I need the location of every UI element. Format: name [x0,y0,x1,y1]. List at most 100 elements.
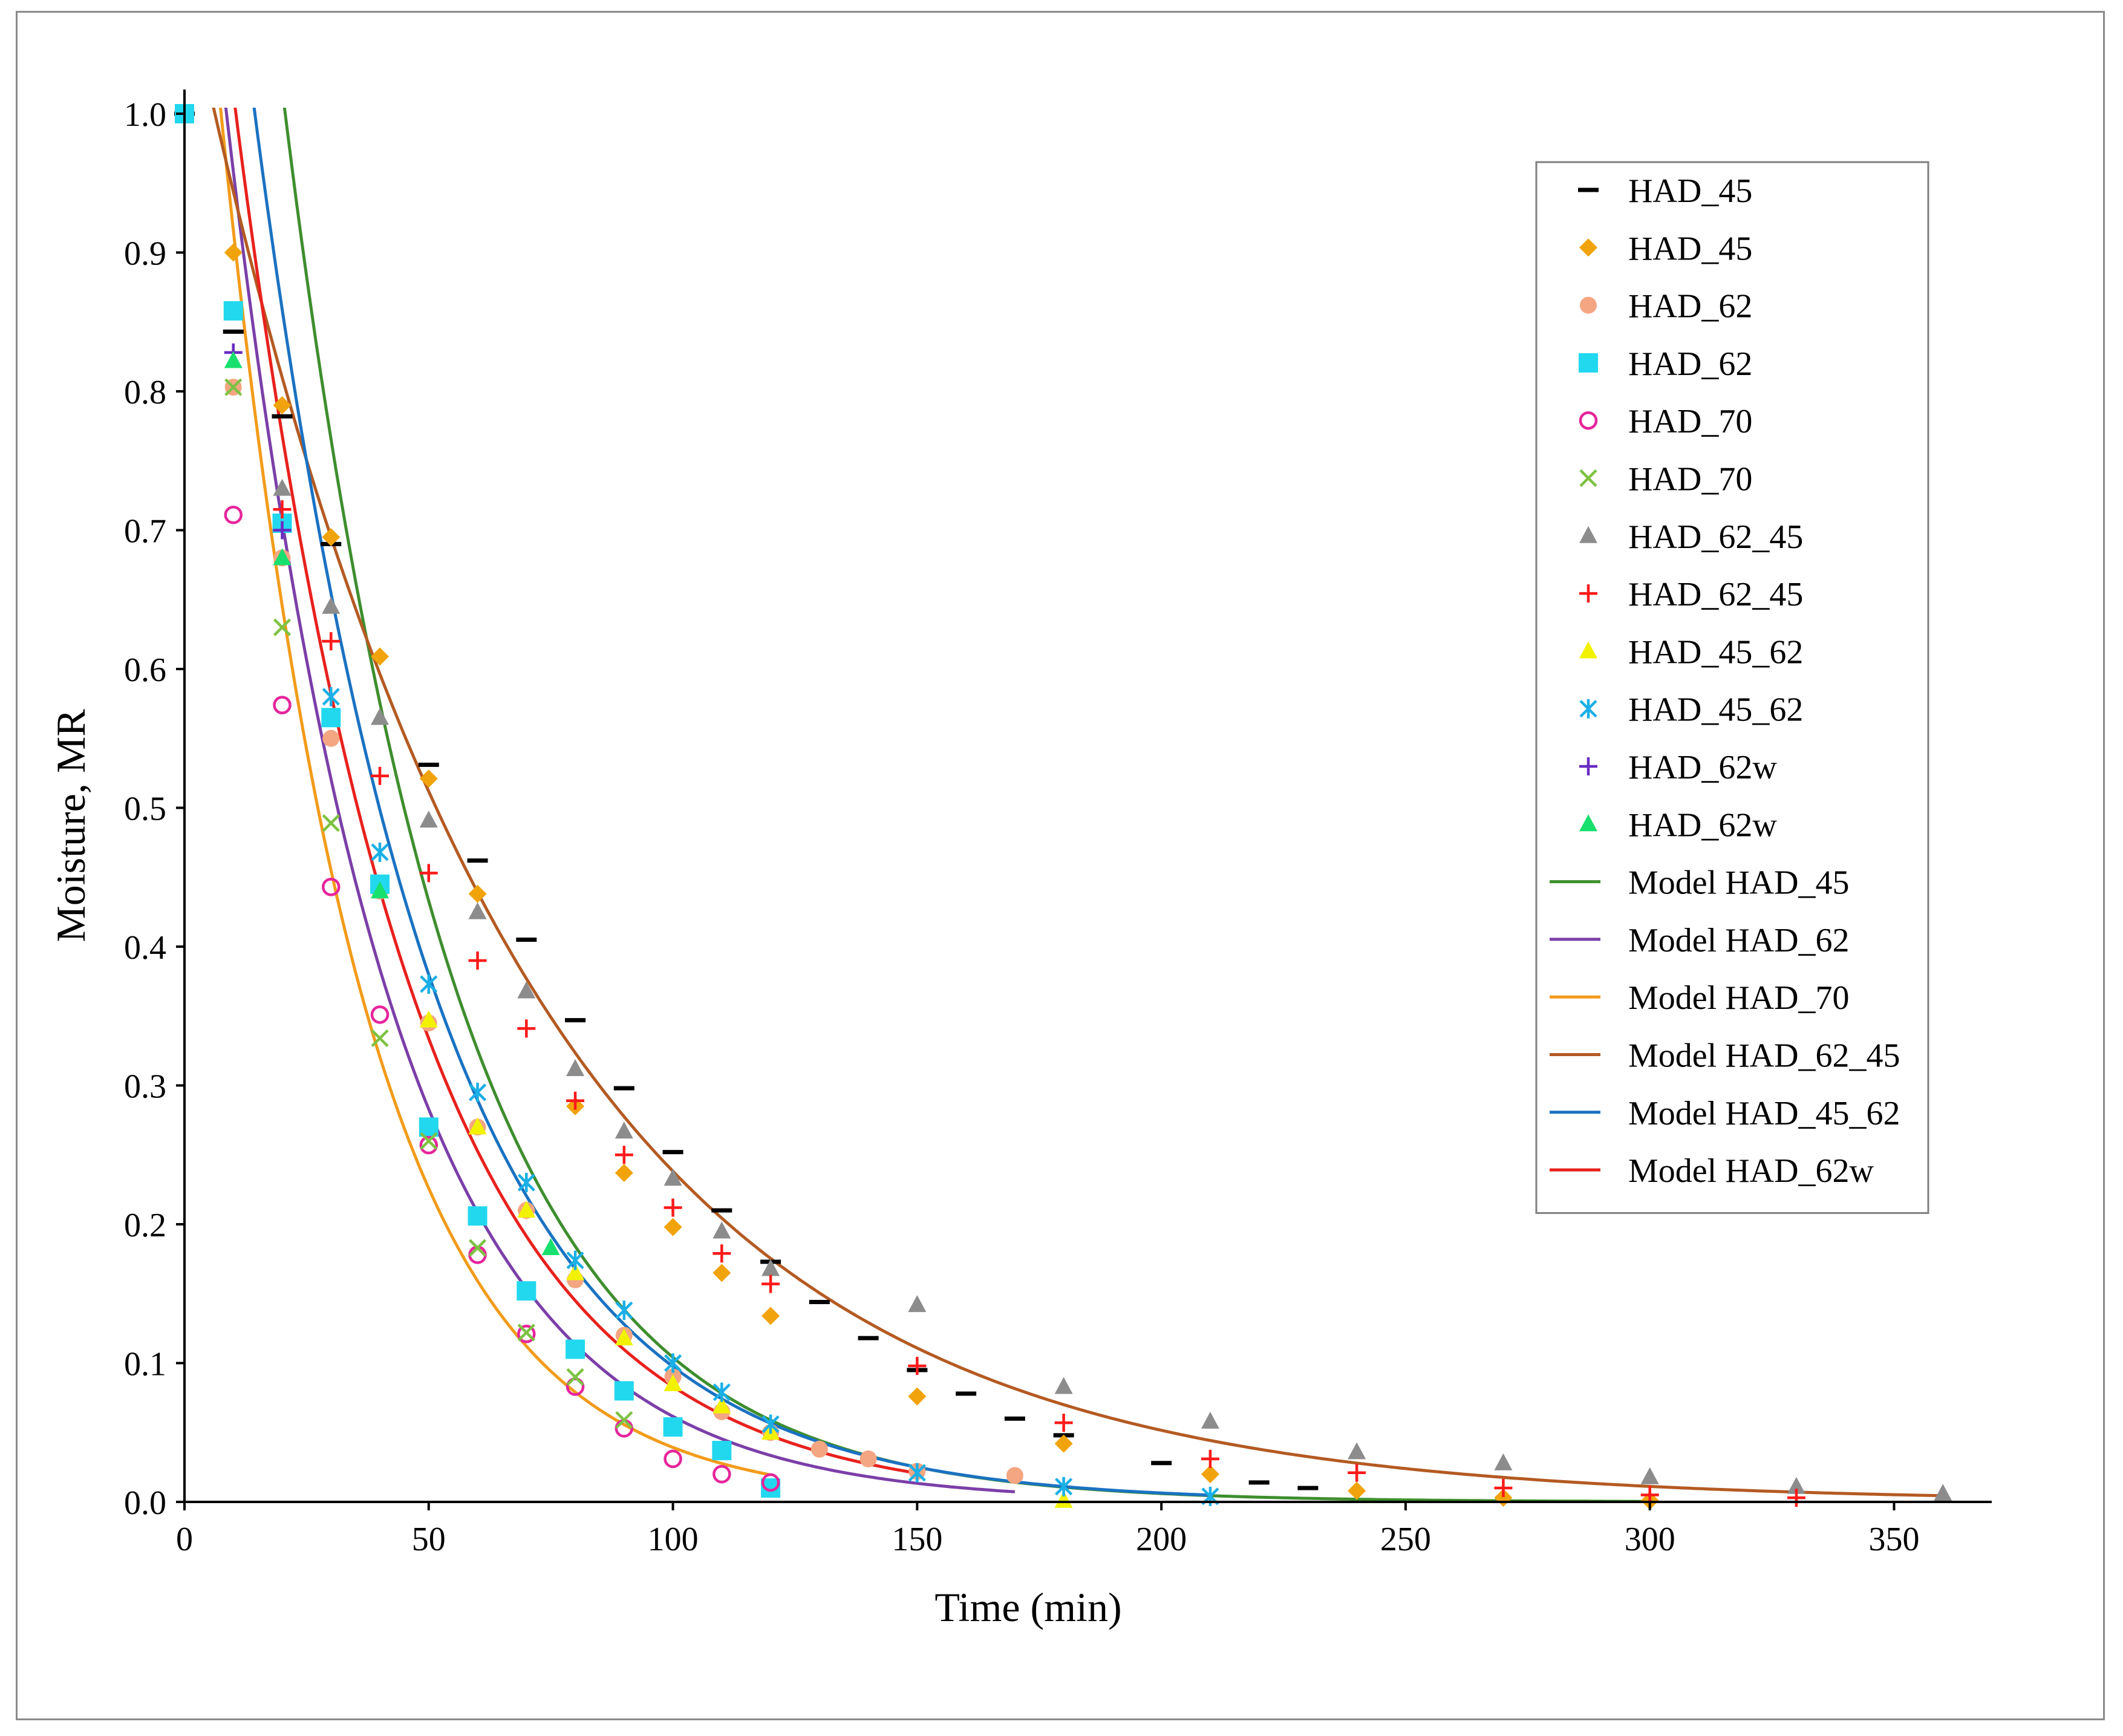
legend-entry: HAD_62 [1580,288,1752,325]
legend-label: HAD_62w [1628,806,1777,844]
legend-entry: Model HAD_45_62 [1550,1095,1900,1132]
data-point [370,1005,390,1024]
x-tick-label: 50 [412,1521,446,1558]
data-point [224,378,243,396]
data-point [468,902,487,919]
x-tick-label: 300 [1625,1521,1675,1558]
legend-label: Model HAD_62 [1628,922,1850,959]
legend-entry: HAD_45 [1579,230,1752,267]
data-point [420,974,438,994]
legend-box [1535,161,1929,1214]
data-point [761,1414,780,1434]
data-point [419,769,438,788]
data-point [859,1450,877,1467]
data-point [1787,1489,1805,1507]
data-point [908,1295,927,1313]
series-points [176,105,1023,1484]
data-point [322,632,341,651]
data-point [908,1357,927,1375]
model-curve [219,108,771,1477]
legend-label: HAD_62_45 [1628,518,1803,556]
data-point [858,1336,879,1340]
data-point [566,1250,584,1270]
data-point [664,1169,682,1186]
data-point [615,1411,633,1429]
data-point [468,1117,487,1135]
data-point [321,708,341,728]
data-point [810,1440,828,1458]
data-point [664,1198,682,1217]
data-point [273,548,292,566]
x-tick-label: 200 [1136,1521,1187,1558]
data-point [322,814,340,832]
data-point [761,1259,780,1276]
legend-entry: Model HAD_70 [1550,979,1850,1017]
y-tick-label: 0.0 [124,1484,166,1522]
data-point [613,1086,634,1091]
data-point [1787,1477,1805,1494]
data-point [566,1368,584,1386]
data-point [1248,1480,1270,1485]
data-point [371,1029,389,1048]
model-curve [252,108,1210,1497]
data-point [1579,526,1597,543]
legend-entry: HAD_62w [1579,806,1777,844]
data-point [614,1381,634,1401]
series-points [174,111,1319,1490]
data-point [371,842,389,862]
y-tick-label: 0.7 [124,513,166,550]
data-point [517,1281,536,1301]
data-point [419,1010,438,1028]
series-points [273,500,1805,1507]
legend-label: Model HAD_70 [1628,979,1850,1017]
data-point [1201,1449,1219,1468]
data-point [517,1173,535,1193]
series-points [419,1010,1073,1508]
legend-entry: Model HAD_62w [1550,1152,1874,1190]
model-curve [233,108,918,1475]
data-point [1579,757,1597,775]
data-point [1201,1411,1219,1429]
data-point [1640,1467,1659,1484]
y-tick-label: 0.2 [124,1207,166,1244]
data-point [1201,1465,1219,1484]
data-point [468,1239,487,1257]
data-point [273,521,292,540]
legend-label: HAD_62w [1628,749,1777,786]
data-point [615,1328,633,1346]
data-point [1579,699,1597,719]
data-point [566,1091,585,1110]
data-point [419,1135,439,1155]
y-tick-label: 0.6 [124,651,166,689]
data-point [1579,584,1597,603]
data-point [566,1339,585,1359]
legend-label: HAD_45 [1628,172,1752,210]
data-point [223,301,243,321]
data-point [1004,1416,1025,1421]
data-point [517,1019,536,1038]
y-tick-label: 0.3 [124,1068,166,1106]
data-point [273,478,292,496]
data-point [418,762,439,767]
data-point [615,1146,633,1164]
legend-label: HAD_45_62 [1628,691,1803,729]
data-point [566,1263,585,1281]
legend-label: HAD_62_45 [1628,576,1803,613]
data-point [1579,238,1597,257]
data-point [664,1353,682,1373]
data-point [371,766,390,785]
model-curve [224,108,1016,1493]
data-point [419,811,438,828]
data-point [761,1307,780,1325]
data-point [272,414,293,419]
data-point [517,1325,536,1343]
legend-entry: HAD_45_62 [1579,691,1803,729]
data-point [468,884,487,903]
data-point [713,1396,731,1414]
legend-entry: HAD_70 [1579,461,1752,498]
data-point [565,1018,586,1023]
series-points [224,351,560,1256]
data-point [1151,1461,1172,1466]
data-point [322,729,340,747]
